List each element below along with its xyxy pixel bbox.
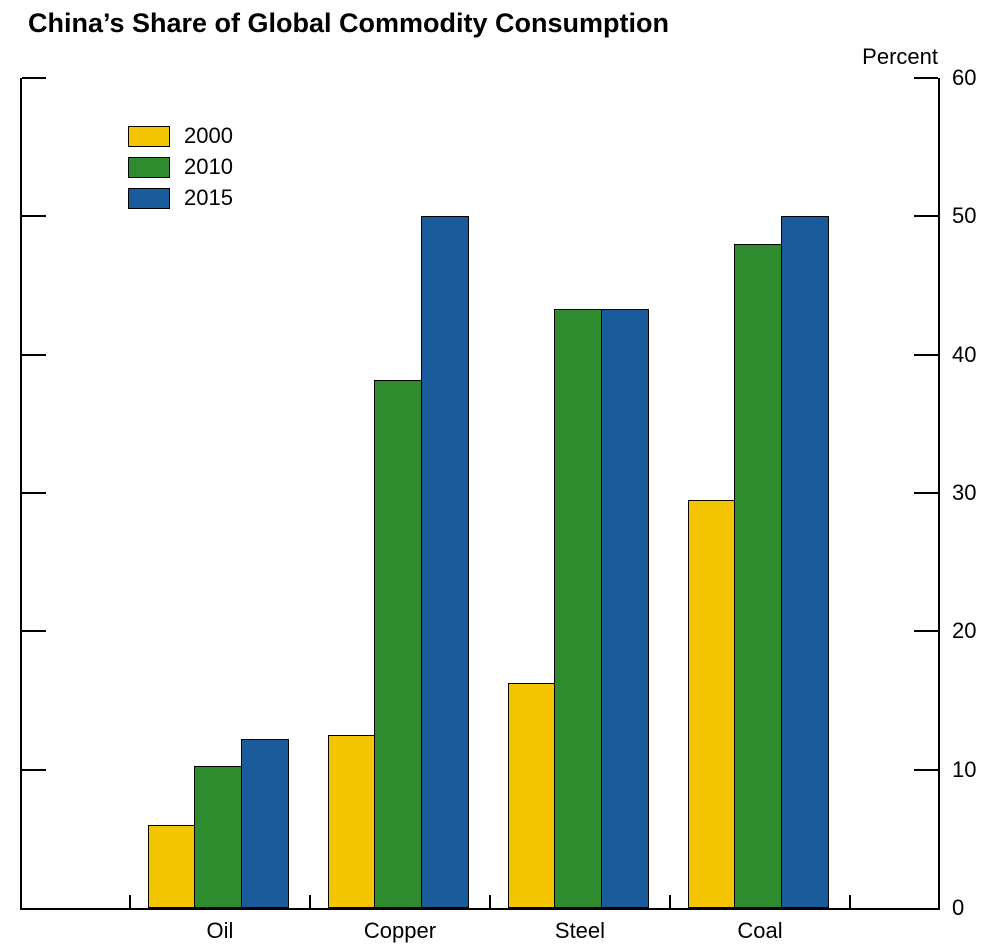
y-tick-label-0: 0 [952,895,965,920]
x-tick-label-coal: Coal [737,918,783,943]
x-axis-tick [308,895,311,908]
y-axis-tick-right [914,768,938,771]
bar-2000-coal [687,499,736,908]
y-tick-label-30: 30 [952,480,977,505]
bar-2015-oil [240,739,289,908]
legend-label-2000: 2000 [184,123,233,148]
bar-2000-copper [327,735,376,908]
y-tick-label-50: 50 [952,203,977,229]
legend-item-2010: 2010 [128,155,233,179]
x-tick-label-oil: Oil [206,918,234,943]
legend-label-2015: 2015 [184,185,233,210]
y-axis-tick-right [914,353,938,356]
y-axis-tick-left [22,492,46,494]
y-axis-tick-right [914,77,938,79]
bar-2015-copper [420,216,469,908]
y-tick-label-20: 20 [952,618,977,644]
x-axis-tick [668,895,671,908]
y-axis-unit-label: Percent [862,44,938,69]
y-axis-tick-right [914,492,938,494]
legend-item-2015: 2015 [128,186,233,210]
legend-swatch-2010 [128,156,170,178]
y-tick-label-60: 60 [952,65,977,90]
bar-2015-steel [600,309,649,908]
x-axis-tick [488,895,491,908]
x-axis-tick [848,895,851,908]
legend-swatch-2000 [128,125,170,147]
bar-2010-steel [554,309,603,908]
y-tick-label-10: 10 [952,756,977,782]
y-axis-tick-left [22,77,46,79]
bar-2010-oil [194,765,243,908]
x-tick-label-steel: Steel [554,918,606,943]
y-axis-tick-right [914,215,938,218]
y-tick-label-40: 40 [952,341,977,367]
plot-area: 2000 2010 2015 [20,77,940,910]
legend-item-2000: 2000 [128,124,233,148]
y-axis-tick-left [22,353,46,356]
y-axis-tick-left [22,630,46,633]
chart-title: China’s Share of Global Commodity Consum… [28,8,670,38]
bar-2015-coal [780,216,829,908]
legend-swatch-2015 [128,187,170,209]
bar-2010-coal [734,244,783,908]
bar-2000-oil [147,825,196,908]
x-axis-tick [128,895,131,908]
legend-label-2010: 2010 [184,154,233,179]
x-tick-label-copper: Copper [363,918,437,943]
bar-2000-steel [507,682,556,908]
y-axis-tick-right [914,630,938,633]
bar-2010-copper [374,379,423,908]
y-axis-tick-left [22,215,46,218]
y-axis-tick-left [22,768,46,771]
legend: 2000 2010 2015 [128,124,233,217]
